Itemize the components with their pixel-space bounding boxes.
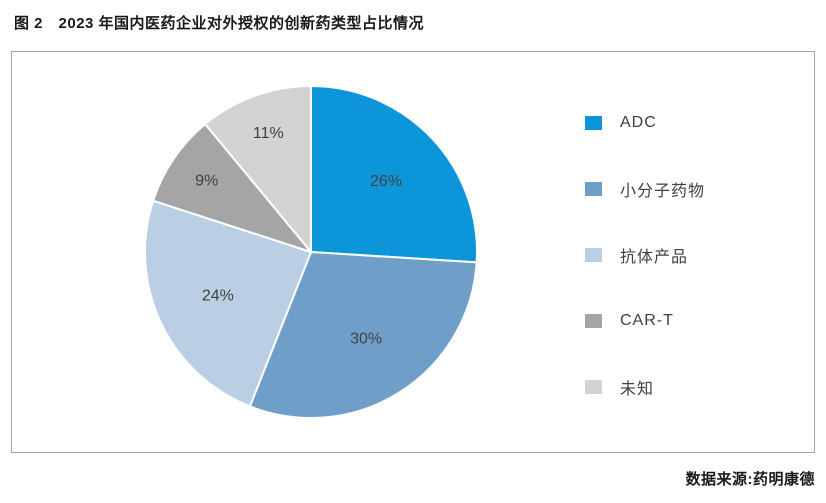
slice-value-label: 11% [253,125,284,142]
slice-value-label: 9% [195,173,218,190]
legend-swatch [585,116,602,130]
legend-swatch [585,248,602,262]
slice-value-label: 30% [350,330,382,347]
pie-slice-car-t [152,123,312,253]
pie-slice-小分子药物 [248,251,478,419]
legend-swatch [585,182,602,196]
legend-label: 未知 [620,381,655,398]
legend-item-car-t: CAR-T [585,312,674,329]
chart-container: 26% 30% 24% 9% 11% ADC 小分子药物抗体产品 CAR-T 未知 [11,51,815,453]
pie-slice-adc [310,85,478,264]
legend-label: 小分子药物 [620,183,706,200]
legend-item-adc: ADC [585,114,657,131]
slice-value-label: 26% [370,173,402,190]
legend-item-抗体产品: 抗体产品 [585,247,688,266]
pie-slice-未知 [204,85,312,253]
legend-label: ADC [620,114,657,131]
legend-label: CAR-T [620,312,674,329]
pie-chart: 26% 30% 24% 9% 11% [143,85,478,419]
pie-slice-抗体产品 [143,199,312,408]
legend-swatch [585,314,602,328]
legend-label: 抗体产品 [620,249,689,266]
source-note: 数据来源:药明康德 [685,471,815,488]
legend-item-未知: 未知 [585,379,654,398]
legend-item-小分子药物: 小分子药物 [585,181,705,200]
slice-value-label: 24% [202,287,234,304]
figure-title: 图 2 2023 年国内医药企业对外授权的创新药类型占比情况 [14,15,425,32]
legend-swatch [585,380,602,394]
legend: ADC 小分子药物抗体产品 CAR-T 未知 [585,52,805,452]
